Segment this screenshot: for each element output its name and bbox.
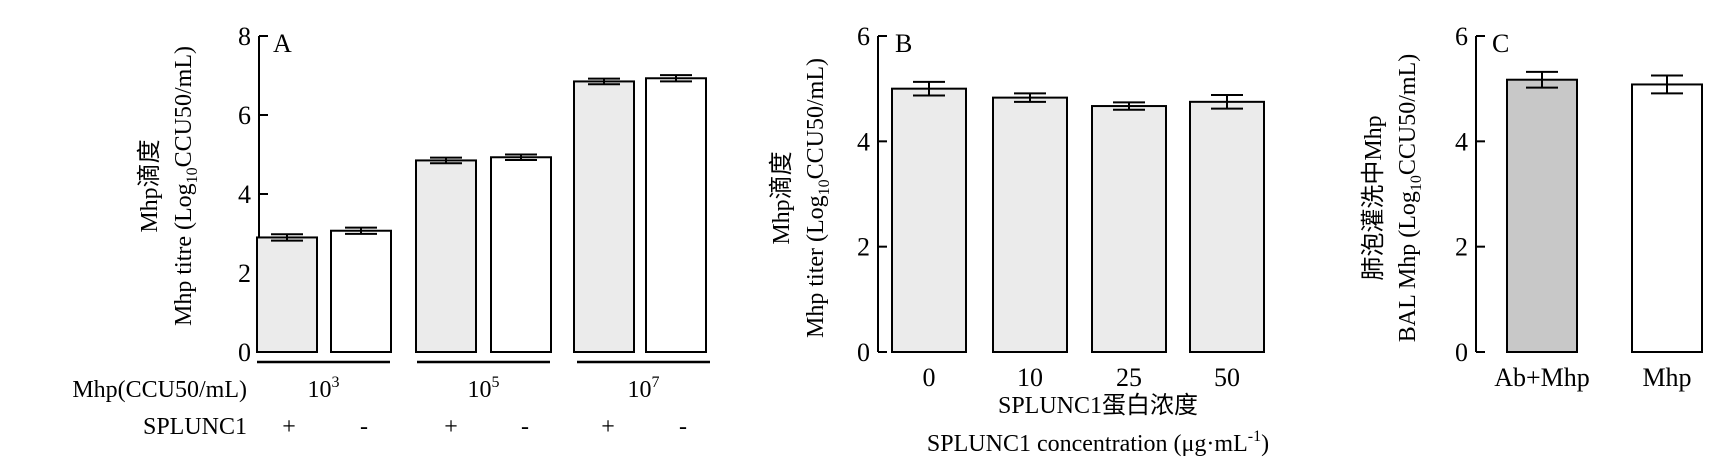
panel-a-ylabel: Mhp滴度 Mhp titre (Log10CCU50/mL) bbox=[136, 46, 201, 326]
panel-a-error-bar bbox=[271, 233, 303, 242]
panel-a-ylabel-cn: Mhp滴度 bbox=[136, 139, 163, 232]
panel-b-tick-label: 2 bbox=[857, 233, 870, 262]
panel-c-ylabel-cn: 肺泡灌洗中Mhp bbox=[1360, 115, 1387, 280]
panel-a-bar bbox=[645, 77, 707, 353]
panel-b-bars bbox=[891, 80, 1265, 354]
panel-c-error-bar bbox=[1651, 74, 1683, 95]
panel-a: A Mhp滴度 Mhp titre (Log10CCU50/mL) 02468 … bbox=[72, 22, 710, 440]
panel-b-tick-label: 6 bbox=[857, 22, 870, 51]
panel-b-error-bar bbox=[913, 80, 945, 97]
panel-b-error-bar bbox=[1211, 93, 1243, 110]
panel-a-error-bar bbox=[430, 156, 462, 165]
panel-c-error-bar bbox=[1526, 70, 1558, 89]
panel-c-bar bbox=[1631, 83, 1703, 353]
panel-a-letter: A bbox=[273, 29, 292, 58]
panel-b-tick-label: 0 bbox=[857, 338, 870, 367]
panel-a-error-bar bbox=[345, 226, 377, 235]
panel-a-bar bbox=[415, 159, 477, 353]
panel-b-tick-label: 4 bbox=[857, 127, 870, 156]
panel-a-group-label: 107 bbox=[628, 374, 660, 403]
panel-a-error-bar bbox=[505, 153, 537, 162]
panel-a-row2-label: SPLUNC1 bbox=[143, 414, 247, 440]
panel-c-ylabel-en: BAL Mhp (Log10CCU50/mL) bbox=[1395, 54, 1425, 342]
panel-b-xlabel-cn: SPLUNC1蛋白浓度 bbox=[998, 392, 1198, 419]
panel-a-error-bar bbox=[660, 74, 692, 83]
panel-b-bar bbox=[1189, 100, 1265, 354]
panel-c-tick-label: 6 bbox=[1455, 22, 1468, 51]
panel-a-splunc1-sign: - bbox=[521, 414, 529, 440]
panel-b-ylabel-en: Mhp titer (Log10CCU50/mL) bbox=[803, 58, 833, 338]
panel-a-splunc1-sign: - bbox=[360, 414, 368, 440]
panel-c-letter: C bbox=[1492, 29, 1509, 58]
panel-c-tick-label: 0 bbox=[1455, 338, 1468, 367]
panel-b-x-tick-label: 25 bbox=[1116, 363, 1142, 392]
panel-b-y-axis: 0 2 4 6 bbox=[857, 22, 887, 367]
panel-a-tick-label: 6 bbox=[238, 101, 251, 130]
panel-a-bars bbox=[256, 74, 707, 354]
panel-b-error-bar bbox=[1014, 92, 1046, 103]
panel-a-bar bbox=[490, 156, 552, 353]
panel-a-splunc1-sign: + bbox=[444, 414, 458, 440]
panel-b-ylabel-cn: Mhp滴度 bbox=[768, 151, 795, 244]
panel-b: B Mhp滴度 Mhp titer (Log10CCU50/mL) 0 2 4 6 0… bbox=[768, 22, 1269, 457]
panel-c-y-axis: 0 2 4 6 bbox=[1455, 22, 1485, 367]
panel-b-bar bbox=[992, 96, 1068, 354]
panel-c-bar bbox=[1506, 78, 1578, 353]
panel-a-bar bbox=[573, 80, 635, 354]
panel-c-tick-label: 2 bbox=[1455, 233, 1468, 262]
panel-c: C 肺泡灌洗中Mhp BAL Mhp (Log10CCU50/mL) 0246 … bbox=[1360, 22, 1703, 392]
panel-c-x-labels: Ab+Mhp Mhp bbox=[1494, 363, 1691, 392]
panel-a-splunc1-sign: + bbox=[601, 414, 615, 440]
panel-a-bar bbox=[330, 229, 392, 353]
panel-b-x-tick-label: 0 bbox=[923, 363, 936, 392]
panel-b-bar bbox=[891, 87, 967, 354]
panel-b-bar bbox=[1091, 105, 1167, 354]
panel-c-tick-label: 4 bbox=[1455, 127, 1468, 156]
panel-a-splunc1-sign: + bbox=[282, 414, 296, 440]
panel-a-splunc1-sign: - bbox=[679, 414, 687, 440]
panel-a-group-label: 105 bbox=[468, 374, 500, 403]
panel-a-tick-label: 4 bbox=[238, 180, 251, 209]
panel-a-error-bar bbox=[588, 77, 620, 86]
panel-c-bars bbox=[1506, 70, 1703, 353]
panel-a-x-labels: 103 105 107 Mhp(CCU50/mL) SPLUNC1 + - + - + - bbox=[72, 360, 710, 440]
panel-a-tick-label: 8 bbox=[238, 22, 251, 51]
panel-b-x-tick-label: 50 bbox=[1214, 363, 1240, 392]
panel-b-error-bar bbox=[1113, 101, 1145, 111]
panel-b-xlabel-en: SPLUNC1 concentration (μg·mL-1) bbox=[927, 428, 1269, 457]
panel-b-x-labels: 0 10 25 50 bbox=[923, 363, 1241, 392]
panel-a-ylabel-en: Mhp titre (Log10CCU50/mL) bbox=[171, 46, 201, 326]
panel-c-ylabel: 肺泡灌洗中Mhp BAL Mhp (Log10CCU50/mL) bbox=[1360, 54, 1425, 342]
panel-a-group-label: 103 bbox=[308, 374, 340, 403]
panel-c-x-tick-label: Ab+Mhp bbox=[1494, 363, 1590, 392]
panel-b-ylabel: Mhp滴度 Mhp titer (Log10CCU50/mL) bbox=[768, 58, 833, 338]
panel-b-letter: B bbox=[895, 29, 912, 58]
panel-a-row1-label: Mhp(CCU50/mL) bbox=[72, 377, 247, 403]
panel-a-bar bbox=[256, 236, 318, 353]
panel-c-x-tick-label: Mhp bbox=[1642, 363, 1691, 392]
panel-a-tick-label: 2 bbox=[238, 259, 251, 288]
panel-a-tick-label: 0 bbox=[238, 338, 251, 367]
panel-b-x-tick-label: 10 bbox=[1017, 363, 1043, 392]
